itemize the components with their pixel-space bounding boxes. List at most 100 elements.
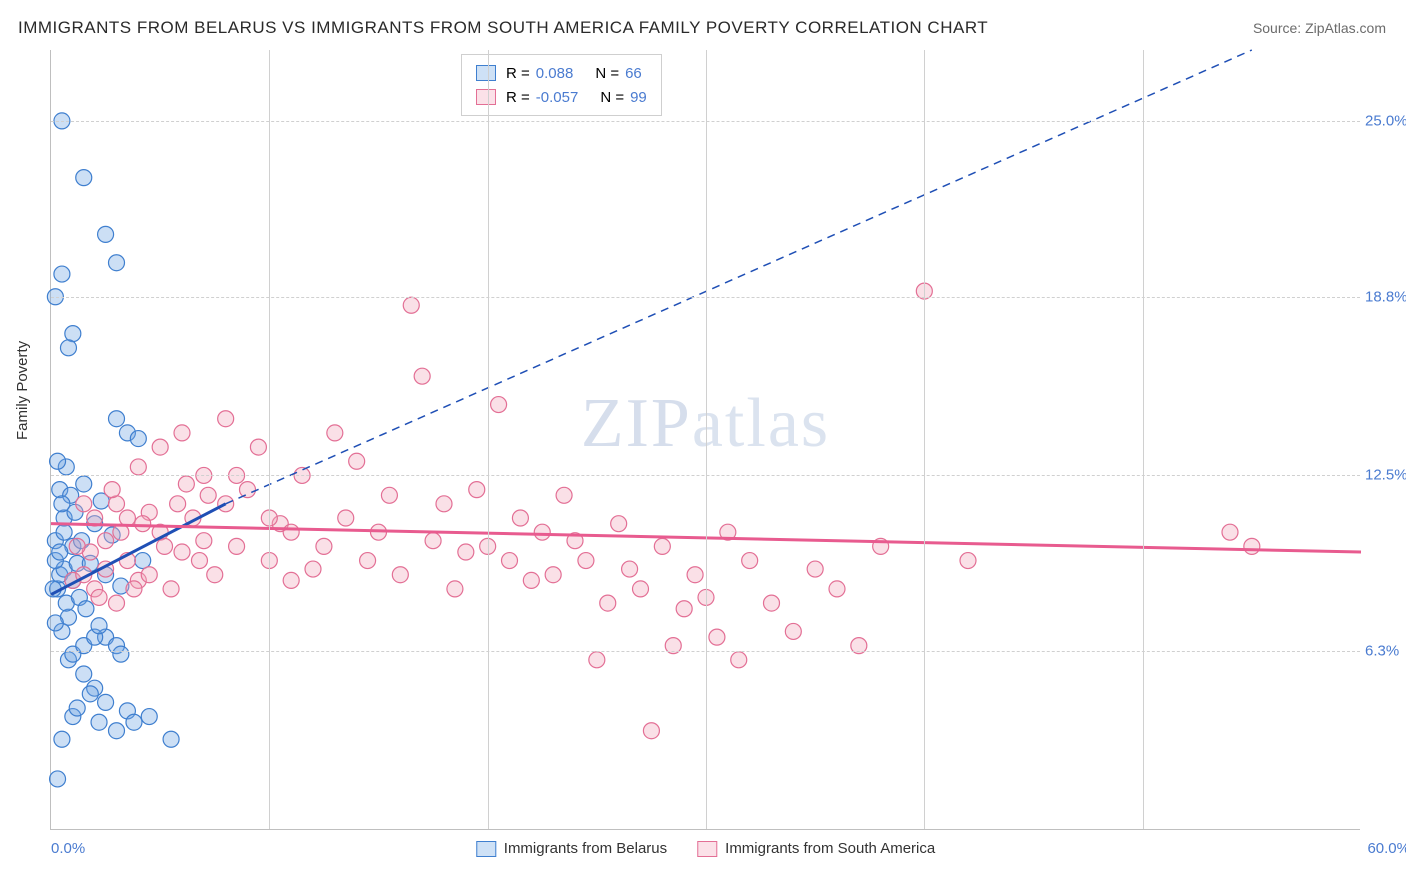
data-point [130,431,146,447]
data-point [785,623,801,639]
grid-line-v [1143,50,1144,829]
data-point [98,226,114,242]
data-point [78,601,94,617]
data-point [807,561,823,577]
data-point [1244,538,1260,554]
data-point [316,538,332,554]
data-point [283,524,299,540]
data-point [283,572,299,588]
chart-source: Source: ZipAtlas.com [1253,20,1386,36]
data-point [69,700,85,716]
data-point [50,771,66,787]
data-point [687,567,703,583]
data-point [52,544,68,560]
data-point [135,553,151,569]
data-point [764,595,780,611]
legend-swatch [476,841,496,857]
legend-n: N = 66 [595,65,641,82]
data-point [104,482,120,498]
data-point [654,538,670,554]
data-point [76,496,92,512]
legend-n: N = 99 [600,89,646,106]
data-point [960,553,976,569]
data-point [163,731,179,747]
data-point [60,340,76,356]
data-point [829,581,845,597]
data-point [381,487,397,503]
data-point [360,553,376,569]
data-point [109,255,125,271]
data-point [174,544,190,560]
data-point [425,533,441,549]
data-point [76,666,92,682]
data-point [54,731,70,747]
legend-swatch [476,89,496,105]
data-point [731,652,747,668]
data-point [130,459,146,475]
data-point [119,510,135,526]
data-point [56,524,72,540]
plot-area: ZIPatlas R = 0.088N = 66R = -0.057N = 99… [50,50,1360,830]
series-name: Immigrants from South America [725,840,935,857]
data-point [491,397,507,413]
data-point [327,425,343,441]
data-point [82,686,98,702]
y-tick-label: 6.3% [1365,643,1406,660]
data-point [126,714,142,730]
data-point [50,453,66,469]
data-point [163,581,179,597]
data-point [76,170,92,186]
data-point [633,581,649,597]
data-point [589,652,605,668]
series-name: Immigrants from Belarus [504,840,667,857]
data-point [392,567,408,583]
grid-line-v [706,50,707,829]
series-legend-item: Immigrants from Belarus [476,840,667,857]
data-point [109,723,125,739]
data-point [141,709,157,725]
data-point [676,601,692,617]
grid-line-v [269,50,270,829]
data-point [109,411,125,427]
legend-swatch [476,65,496,81]
data-point [152,439,168,455]
data-point [349,453,365,469]
data-point [191,553,207,569]
data-point [98,694,114,710]
data-point [170,496,186,512]
data-point [65,326,81,342]
data-point [600,595,616,611]
data-point [534,524,550,540]
data-point [458,544,474,560]
grid-line-v [488,50,489,829]
data-point [174,425,190,441]
data-point [1222,524,1238,540]
legend-row: R = -0.057 N = 99 [476,85,647,109]
data-point [469,482,485,498]
data-point [447,581,463,597]
data-point [742,553,758,569]
data-point [643,723,659,739]
chart-title: IMMIGRANTS FROM BELARUS VS IMMIGRANTS FR… [18,18,988,38]
legend-r: R = -0.057 [506,89,578,106]
data-point [338,510,354,526]
y-tick-label: 25.0% [1365,112,1406,129]
y-axis-label: Family Poverty [14,341,31,440]
data-point [98,533,114,549]
x-tick-max: 60.0% [1367,840,1406,857]
legend-r: R = 0.088 [506,65,573,82]
x-tick-min: 0.0% [51,840,85,857]
data-point [556,487,572,503]
data-point [69,538,85,554]
grid-line-v [924,50,925,829]
legend-row: R = 0.088 N = 66 [476,61,647,85]
data-point [157,538,173,554]
data-point [709,629,725,645]
legend-swatch [697,841,717,857]
data-point [611,516,627,532]
data-point [91,589,107,605]
trend-line-extrapolated [226,50,1252,504]
data-point [512,510,528,526]
data-point [207,567,223,583]
series-legend: Immigrants from Belarus Immigrants from S… [476,840,935,857]
